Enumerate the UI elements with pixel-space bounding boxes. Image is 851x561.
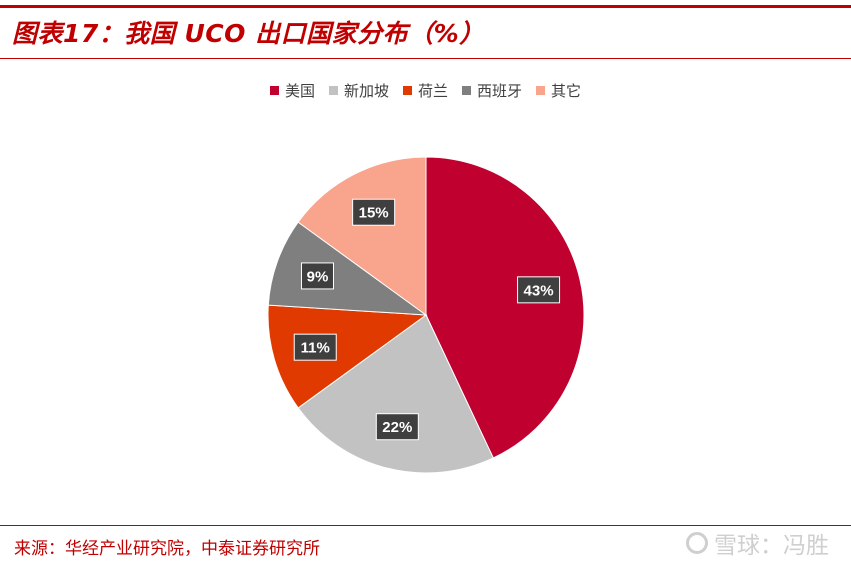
title-rule <box>0 58 851 59</box>
legend-item-singapore: 新加坡 <box>328 80 389 101</box>
data-label-text: 43% <box>524 282 554 299</box>
data-label-box <box>293 333 337 361</box>
slice-usa <box>425 156 585 459</box>
data-label-box <box>352 198 396 226</box>
legend-label: 西班牙 <box>477 82 523 100</box>
slice-singapore <box>297 314 494 474</box>
data-label-text: 22% <box>382 419 412 436</box>
legend-swatch <box>402 86 412 95</box>
data-label-text: 9% <box>307 268 329 285</box>
source-note: 来源：华经产业研究院，中泰证券研究所 <box>14 539 320 559</box>
watermark-text: 雪球：冯胜 <box>714 533 829 559</box>
bottom-rule <box>0 525 851 526</box>
data-label-netherlands: 11% <box>293 333 337 361</box>
legend: 美国 新加坡 荷兰 西班牙 其它 <box>0 80 851 101</box>
data-label-text: 15% <box>359 205 389 222</box>
slice-others <box>297 156 427 316</box>
legend-item-usa: 美国 <box>269 80 315 101</box>
legend-label: 美国 <box>284 82 315 100</box>
legend-swatch <box>269 86 279 95</box>
legend-swatch <box>536 86 546 95</box>
legend-label: 新加坡 <box>343 82 389 100</box>
legend-swatch <box>462 86 471 95</box>
legend-label: 其它 <box>551 82 582 100</box>
data-label-box <box>300 262 334 290</box>
chart-title: 图表17：我国 UCO 出口国家分布（%） <box>12 19 485 48</box>
legend-label: 荷兰 <box>417 82 448 100</box>
slice-netherlands <box>267 304 428 409</box>
snowball-logo-icon <box>686 532 708 554</box>
legend-item-netherlands: 荷兰 <box>402 80 448 101</box>
data-label-singapore: 22% <box>375 413 419 441</box>
watermark: 雪球：冯胜 <box>686 526 829 560</box>
data-label-box <box>375 413 419 441</box>
legend-item-spain: 西班牙 <box>462 80 522 101</box>
data-label-usa: 43% <box>517 276 561 304</box>
legend-swatch <box>328 86 338 95</box>
top-rule <box>0 5 851 8</box>
data-label-box <box>517 276 561 304</box>
legend-item-others: 其它 <box>536 80 581 101</box>
data-label-others: 15% <box>352 198 396 226</box>
data-label-spain: 9% <box>300 262 334 290</box>
data-label-text: 11% <box>301 340 330 357</box>
slice-spain <box>267 221 428 316</box>
